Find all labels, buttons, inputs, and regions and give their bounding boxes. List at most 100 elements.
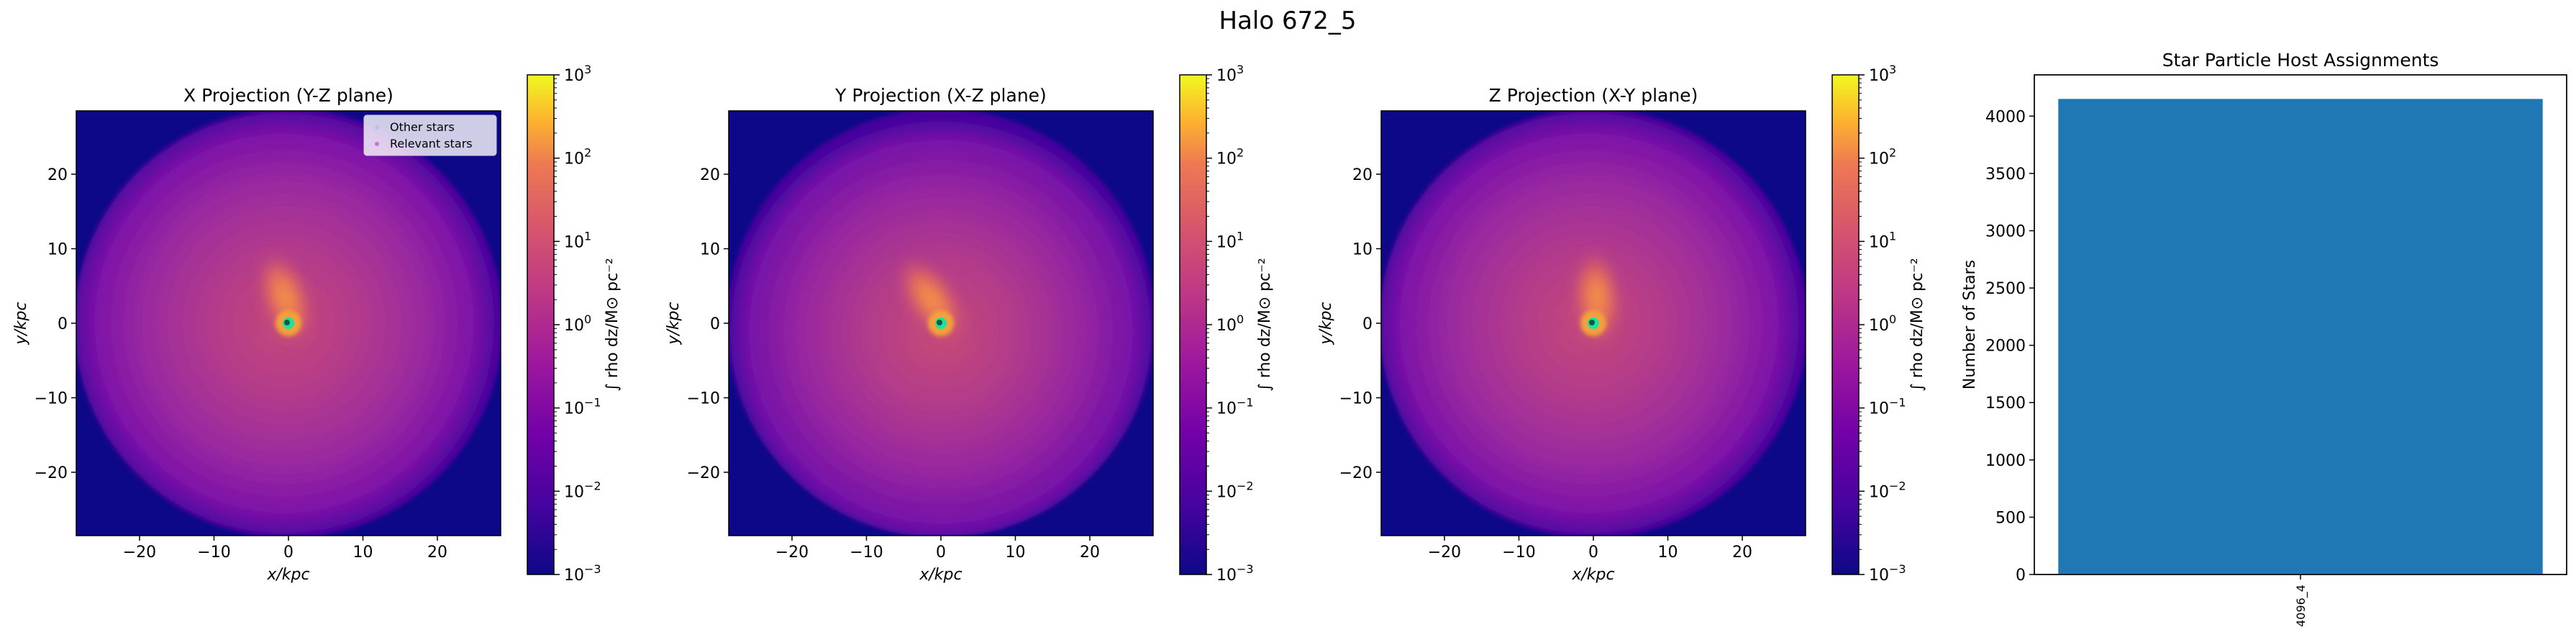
y-tick-label: 0 [1362, 315, 1373, 333]
legend-label-relevant-stars: Relevant stars [390, 137, 473, 150]
colorbar-gradient [1179, 74, 1207, 575]
y-tick-label: 500 [1995, 509, 2026, 527]
panel-title: X Projection (Y-Z plane) [183, 85, 393, 106]
legend-marker-other-stars [375, 125, 379, 130]
x-tick-label: −10 [197, 544, 230, 562]
colorbar-tick-label: 102 [1216, 146, 1244, 168]
legend-box [363, 114, 497, 156]
legend-marker-relevant-stars [375, 142, 379, 146]
colorbar-label: ∫ rho dz/M⊙ pc⁻² [604, 258, 622, 391]
x-tick-label: 0 [936, 544, 946, 562]
bar-plot-frame-outline [2034, 74, 2567, 575]
colorbar-gradient [1831, 74, 1860, 575]
x-axis-label: x/kpc [1571, 566, 1614, 584]
y-axis-label: y/kpc [12, 302, 30, 345]
projection-panel-1: Y Projection (X-Z plane)−20 −10 0 10 20−20−1… [665, 63, 1274, 585]
colorbar-tick-label: 103 [1869, 63, 1896, 85]
colorbar-tick-label: 10−1 [1216, 396, 1254, 418]
colorbar-tick-label: 102 [1869, 146, 1896, 168]
colorbar-gradient [527, 74, 555, 575]
x-tick-label: 10 [1006, 544, 1026, 562]
colorbar-tick-label: 10−1 [564, 396, 601, 418]
legend: Other stars Relevant stars [363, 114, 497, 156]
density-map [1381, 111, 1806, 536]
cluster-center-marker [284, 320, 290, 325]
y-tick-label: −20 [35, 464, 68, 482]
colorbar-tick-label: 100 [564, 312, 591, 335]
colorbar-tick-label: 101 [1216, 229, 1244, 251]
x-tick-label: −10 [1502, 544, 1535, 562]
x-tick-label: −20 [775, 544, 809, 562]
y-axis-label: y/kpc [1317, 302, 1335, 345]
colorbar-label: ∫ rho dz/M⊙ pc⁻² [1256, 258, 1274, 391]
y-tick-label: 1000 [1985, 452, 2026, 470]
colorbar-tick-label: 10−1 [1869, 396, 1906, 418]
colorbar-tick-label: 10−3 [1216, 562, 1254, 585]
y-tick-label: −10 [1339, 390, 1373, 408]
colorbar: 103 102 101 100 10−1 10−2 10−3 ∫ rho dz/M⊙ pc⁻² [1831, 63, 1926, 585]
bar-chart: Star Particle Host Assignments Number of… [1961, 50, 2567, 627]
y-tick-label: −10 [35, 390, 68, 408]
projection-panel-0: X Projection (Y-Z plane)−20 −10 0 10 20−20−1… [12, 63, 622, 585]
colorbar-label: ∫ rho dz/M⊙ pc⁻² [1908, 258, 1926, 391]
density-map [76, 111, 501, 536]
x-tick-label: 10 [1658, 544, 1678, 562]
y-tick-label: −20 [687, 464, 720, 482]
y-tick-label: −20 [1339, 464, 1373, 482]
colorbar-tick-label: 100 [1216, 312, 1244, 335]
bar [2058, 99, 2543, 574]
y-tick-label: 10 [700, 240, 720, 258]
projection-panel-2: Z Projection (X-Y plane)−20 −10 0 10 20−20−1… [1317, 63, 1926, 585]
colorbar-tick-label: 10−2 [1869, 479, 1906, 501]
y-tick-label: 20 [1352, 166, 1373, 184]
figure-title: Halo 672_5 [1219, 6, 1357, 35]
x-tick-label: −20 [1428, 544, 1461, 562]
colorbar-tick-label: 101 [564, 229, 591, 251]
colorbar: 103 102 101 100 10−1 10−2 10−3 ∫ rho dz/M⊙ pc⁻² [1179, 63, 1274, 585]
legend-label-other-stars: Other stars [390, 120, 455, 134]
colorbar-tick-label: 10−2 [564, 479, 601, 501]
y-tick-label: 2000 [1985, 338, 2026, 356]
colorbar-tick-label: 103 [564, 63, 591, 85]
x-axis-label: x/kpc [266, 566, 309, 584]
y-tick-label: 0 [58, 315, 68, 333]
colorbar-tick-label: 10−2 [1216, 479, 1254, 501]
bar-y-axis-label: Number of Stars [1961, 260, 1979, 389]
x-tick-label: 20 [1080, 544, 1100, 562]
density-map [729, 111, 1153, 536]
colorbar: 103 102 101 100 10−1 10−2 10−3 ∫ rho dz/M⊙ pc⁻² [527, 63, 622, 585]
x-tick-label: 20 [1732, 544, 1752, 562]
y-tick-label: 3000 [1985, 222, 2026, 240]
y-tick-label: −10 [687, 390, 720, 408]
colorbar-tick-label: 102 [564, 146, 591, 168]
y-tick-label: 4000 [1985, 108, 2026, 126]
x-tick-label: 20 [427, 544, 447, 562]
x-tick-label: 4096_4 [2294, 585, 2308, 627]
y-tick-label: 10 [47, 240, 68, 258]
x-axis-label: x/kpc [919, 566, 962, 584]
x-tick-label: −10 [850, 544, 883, 562]
x-tick-label: 10 [353, 544, 373, 562]
y-tick-label: 20 [700, 166, 720, 184]
bar-chart-title: Star Particle Host Assignments [2162, 50, 2439, 71]
y-tick-label: 3500 [1985, 166, 2026, 184]
x-tick-label: 0 [1588, 544, 1598, 562]
cluster-center-marker [1589, 320, 1595, 325]
y-tick-label: 0 [2016, 567, 2026, 585]
y-tick-label: 2500 [1985, 280, 2026, 298]
colorbar-tick-label: 10−3 [1869, 562, 1906, 585]
x-tick-label: −20 [123, 544, 156, 562]
y-tick-label: 10 [1352, 240, 1373, 258]
y-tick-label: 0 [710, 315, 720, 333]
y-tick-label: 1500 [1985, 395, 2026, 413]
colorbar-tick-label: 103 [1216, 63, 1244, 85]
colorbar-tick-label: 101 [1869, 229, 1896, 251]
x-tick-label: 0 [283, 544, 293, 562]
y-axis-label: y/kpc [665, 302, 683, 345]
cluster-center-marker [937, 320, 942, 325]
y-tick-label: 20 [47, 166, 68, 184]
panel-title: Z Projection (X-Y plane) [1489, 85, 1698, 106]
colorbar-tick-label: 10−3 [564, 562, 601, 585]
colorbar-tick-label: 100 [1869, 312, 1896, 335]
